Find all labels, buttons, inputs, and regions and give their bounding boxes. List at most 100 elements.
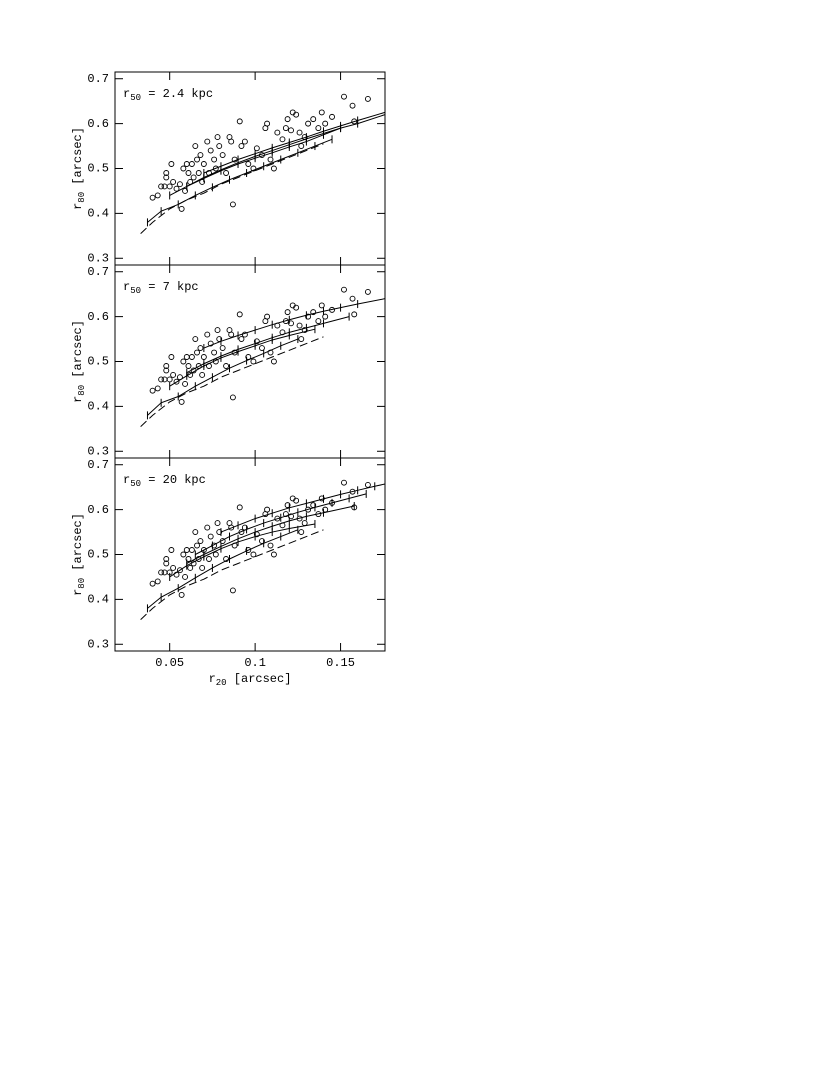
y-tick-label: 0.3 [87,637,109,651]
data-point [163,363,170,369]
model-line [186,114,385,187]
annotation-sub: 50 [130,93,141,103]
data-point [270,165,277,172]
y-tick-label: 0.5 [87,162,109,176]
data-point [223,363,230,369]
data-point [168,161,175,167]
data-point [228,138,235,145]
data-point [149,387,156,394]
data-point [293,304,300,311]
annotation: r50 = 20 kpc [123,473,206,489]
data-point [341,93,347,100]
data-point [228,331,235,338]
data-point [154,192,161,199]
data-point [182,573,189,580]
data-point [293,111,300,118]
y-tick-label: 0.3 [87,251,109,265]
data-point [173,378,180,385]
data-point [180,358,187,365]
data-point [315,318,322,325]
y-axis-label-sub: 80 [77,385,87,396]
plot-area [140,93,385,234]
data-point [211,156,218,163]
data-point [204,524,211,531]
data-point [259,345,265,351]
model-line [147,338,299,416]
data-point [238,143,245,150]
data-point [195,170,202,176]
data-point [214,520,221,527]
data-point [284,116,291,123]
data-point [288,320,294,327]
y-axis-label-part: [arcsec] [71,513,85,578]
data-point [163,556,170,562]
data-point [212,165,219,172]
data-point [267,156,274,163]
data-point [245,161,252,167]
data-point [305,313,312,320]
data-point [154,385,161,392]
data-point [192,529,199,536]
data-point [329,113,335,120]
data-point [163,367,170,374]
data-point [204,331,211,338]
data-point [182,187,189,194]
data-point [298,336,305,343]
annotation-sub: 50 [130,286,141,296]
data-point [284,502,291,509]
data-point [310,116,317,123]
y-tick-label: 0.4 [87,593,109,607]
data-point [305,120,312,127]
data-point [194,349,200,356]
plot-area [140,286,385,427]
data-point [192,336,199,343]
data-point [185,363,192,369]
y-tick-label: 0.7 [87,458,109,472]
data-point [364,481,371,488]
data-point [264,313,271,320]
data-point [158,569,165,576]
data-point [364,95,371,102]
data-point [351,311,358,318]
data-point [253,145,260,152]
annotation-part: = 2.4 kpc [141,87,213,101]
y-tick-label: 0.6 [87,503,109,517]
data-point [288,513,294,520]
data-point [231,349,238,356]
data-point [168,547,175,553]
data-point [190,174,197,181]
data-point [245,547,252,553]
x-tick-label: 0.15 [326,656,355,670]
data-point [200,354,207,360]
y-axis-label: r80 [arcsec] [71,513,87,596]
y-tick-label: 0.4 [87,207,109,221]
data-point [170,565,177,571]
data-point [212,551,219,558]
data-point [298,143,305,150]
data-point [158,183,165,190]
data-point [173,185,180,192]
data-point [197,345,204,351]
data-point [161,569,168,576]
data-point [349,102,356,109]
y-axis-label-sub: 80 [77,192,87,203]
data-point [322,120,329,127]
data-point [318,109,325,116]
data-point [318,302,325,309]
data-point [163,560,170,567]
data-point [214,134,221,141]
data-point [207,340,214,347]
data-point [270,358,277,365]
data-point [274,515,281,522]
x-axis-label: r20 [arcsec] [209,672,292,688]
model-line [140,336,324,427]
data-point [199,372,206,378]
data-point [176,567,183,574]
model-line [140,143,324,234]
data-point [149,580,156,587]
data-point [229,201,236,208]
data-point [178,398,185,405]
data-point [322,313,329,320]
